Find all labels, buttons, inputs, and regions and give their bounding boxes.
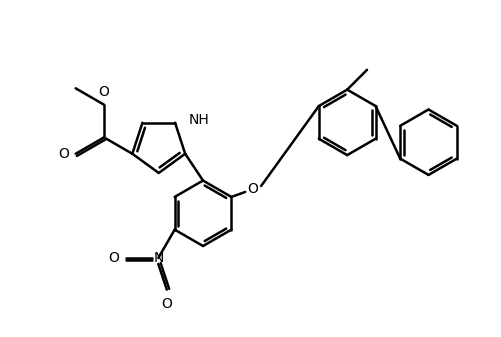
Text: O: O xyxy=(58,147,69,161)
Text: O: O xyxy=(108,251,119,265)
Text: NH: NH xyxy=(189,113,210,127)
Text: O: O xyxy=(248,182,259,196)
Text: O: O xyxy=(99,85,109,99)
Text: N: N xyxy=(153,251,163,265)
Text: O: O xyxy=(161,297,172,310)
